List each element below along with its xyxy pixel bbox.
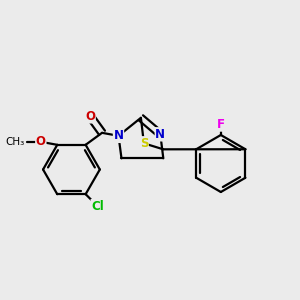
Text: S: S xyxy=(140,137,148,150)
Text: O: O xyxy=(36,135,46,148)
Text: CH₃: CH₃ xyxy=(5,137,24,147)
Text: O: O xyxy=(85,110,95,123)
Text: Cl: Cl xyxy=(91,200,104,213)
Text: N: N xyxy=(155,128,165,141)
Text: F: F xyxy=(217,118,225,131)
Text: N: N xyxy=(113,129,124,142)
